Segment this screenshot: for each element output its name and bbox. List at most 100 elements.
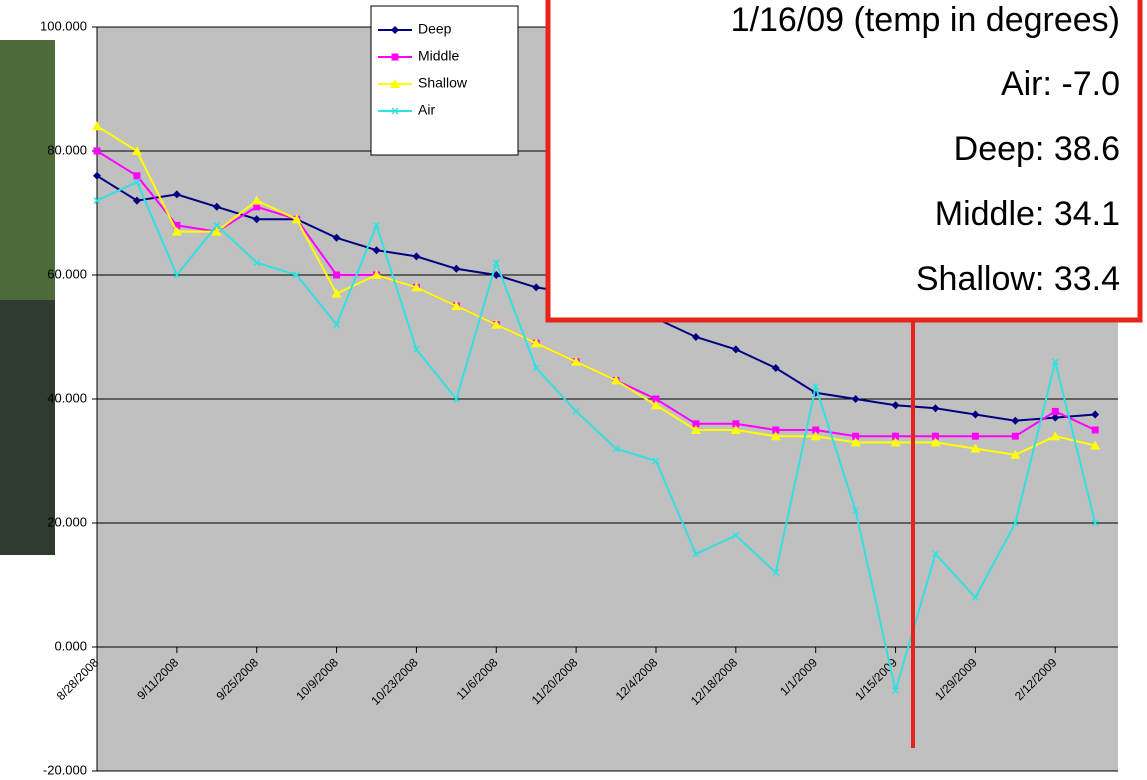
y-tick-label: 100.000	[40, 18, 87, 33]
marker	[1010, 449, 1021, 459]
marker	[692, 550, 700, 558]
marker	[372, 246, 381, 255]
legend-label: Air	[418, 102, 435, 118]
marker	[771, 364, 780, 372]
marker	[1050, 431, 1061, 441]
marker	[173, 271, 181, 279]
marker	[1090, 440, 1101, 450]
marker	[371, 270, 382, 279]
marker	[412, 345, 420, 353]
marker	[572, 407, 580, 415]
marker	[253, 259, 261, 267]
y-tick-label: -20.000	[43, 762, 87, 777]
marker	[532, 283, 541, 292]
y-tick-label: 60.000	[47, 266, 87, 281]
marker	[451, 301, 462, 310]
marker	[850, 437, 861, 447]
marker	[391, 107, 399, 115]
marker	[452, 395, 460, 403]
callout-box	[545, 0, 1143, 323]
legend-label: Middle	[418, 48, 459, 64]
marker	[970, 443, 981, 453]
marker	[211, 226, 222, 236]
marker	[812, 426, 820, 434]
marker	[891, 401, 900, 410]
marker	[691, 333, 700, 341]
marker	[333, 271, 341, 279]
marker	[851, 395, 860, 403]
marker	[171, 226, 182, 236]
y-tick-label: 0.000	[54, 638, 87, 653]
marker	[92, 121, 102, 131]
marker	[93, 147, 101, 155]
series-line	[96, 180, 1097, 691]
marker	[1051, 358, 1059, 366]
marker	[173, 221, 181, 229]
marker	[772, 426, 780, 434]
callout-line: Shallow: 33.4	[916, 260, 1120, 298]
marker	[1091, 426, 1099, 434]
marker	[1011, 416, 1020, 425]
marker	[931, 550, 940, 558]
y-tick-label: 20.000	[47, 514, 87, 529]
legend-label: Shallow	[418, 75, 468, 91]
marker	[892, 432, 900, 440]
marker	[770, 431, 781, 441]
marker	[731, 345, 740, 354]
marker	[133, 178, 141, 186]
x-tick-label: 8/28/2008	[54, 655, 102, 703]
marker	[1051, 413, 1060, 422]
marker	[1011, 519, 1019, 527]
marker	[652, 395, 660, 403]
marker	[930, 437, 941, 447]
marker	[133, 172, 141, 180]
marker	[931, 432, 939, 440]
marker	[531, 338, 542, 348]
marker	[532, 364, 540, 372]
marker	[612, 445, 620, 453]
marker	[491, 319, 502, 329]
series-line	[96, 125, 1096, 456]
marker	[971, 410, 980, 419]
marker	[692, 420, 700, 428]
marker	[333, 321, 341, 329]
y-tick-label: 40.000	[47, 390, 87, 405]
callout-title: 1/16/09 (temp in degrees)	[731, 1, 1120, 39]
marker	[293, 271, 301, 279]
marker	[611, 375, 622, 385]
marker	[132, 196, 141, 205]
marker	[812, 383, 820, 391]
marker	[452, 264, 461, 273]
marker	[772, 569, 780, 577]
marker	[412, 252, 421, 261]
marker	[291, 214, 302, 224]
y-tick-label: 80.000	[47, 142, 87, 157]
callout-line: Deep: 38.6	[954, 130, 1120, 168]
marker	[372, 221, 381, 229]
marker	[732, 531, 740, 539]
marker	[93, 171, 101, 180]
marker	[331, 288, 342, 298]
marker	[251, 195, 262, 205]
marker	[892, 686, 900, 694]
marker	[650, 400, 661, 410]
marker	[852, 432, 860, 440]
marker	[492, 271, 501, 279]
marker	[93, 197, 101, 205]
callout-line: Air: -7.0	[1001, 65, 1120, 103]
marker	[852, 507, 860, 515]
marker	[411, 282, 422, 292]
callout-line: Middle: 34.1	[935, 195, 1120, 233]
marker	[253, 203, 261, 211]
marker	[1011, 432, 1019, 440]
marker	[391, 26, 399, 34]
marker	[172, 190, 181, 199]
marker	[1091, 519, 1099, 527]
marker	[212, 202, 221, 211]
marker	[810, 431, 821, 441]
marker	[730, 425, 741, 434]
marker	[890, 437, 901, 447]
marker	[492, 259, 500, 267]
marker	[571, 356, 582, 366]
